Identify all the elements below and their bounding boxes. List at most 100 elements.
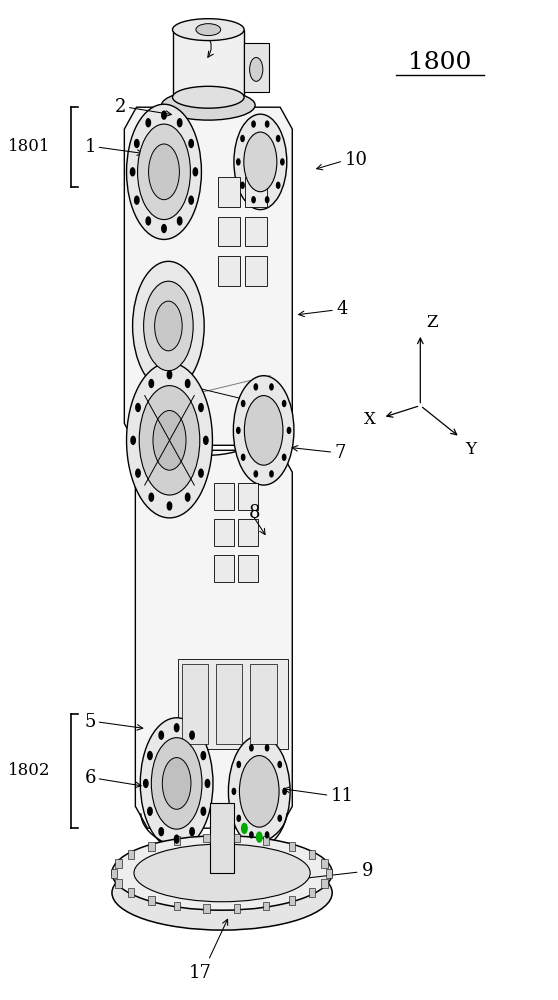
Circle shape — [162, 758, 191, 809]
Bar — [309, 850, 315, 859]
Circle shape — [177, 119, 182, 127]
Circle shape — [201, 807, 205, 815]
Circle shape — [241, 182, 244, 188]
Circle shape — [244, 396, 283, 465]
Bar — [210, 803, 234, 873]
Text: 9: 9 — [362, 862, 373, 880]
Bar — [288, 896, 295, 905]
Circle shape — [185, 380, 190, 387]
Circle shape — [138, 124, 190, 220]
Circle shape — [270, 471, 273, 477]
Bar — [178, 659, 288, 749]
Circle shape — [266, 745, 269, 751]
Circle shape — [127, 104, 201, 239]
Bar — [244, 177, 267, 207]
Circle shape — [189, 196, 194, 204]
Circle shape — [167, 371, 172, 379]
Circle shape — [204, 436, 208, 444]
Bar — [218, 217, 240, 246]
Bar — [233, 834, 240, 842]
Circle shape — [277, 182, 280, 188]
Circle shape — [278, 815, 281, 821]
Bar — [233, 904, 240, 913]
Bar — [172, 30, 244, 97]
Circle shape — [148, 807, 152, 815]
Bar — [174, 902, 180, 910]
Circle shape — [249, 57, 263, 81]
Circle shape — [237, 159, 240, 165]
Circle shape — [254, 384, 257, 390]
Ellipse shape — [196, 24, 221, 36]
Bar — [115, 879, 122, 888]
Circle shape — [159, 731, 163, 739]
Circle shape — [134, 196, 139, 204]
Ellipse shape — [112, 856, 332, 930]
Circle shape — [185, 493, 190, 501]
Circle shape — [239, 756, 279, 827]
Bar — [288, 842, 295, 851]
Bar — [263, 836, 270, 845]
Circle shape — [131, 436, 136, 444]
Circle shape — [283, 788, 286, 794]
Circle shape — [242, 454, 245, 460]
Bar — [216, 664, 242, 744]
Bar — [244, 43, 269, 92]
Text: 1800: 1800 — [408, 51, 472, 74]
Circle shape — [136, 404, 140, 411]
Bar — [128, 888, 134, 897]
Circle shape — [266, 197, 269, 203]
Ellipse shape — [161, 90, 255, 120]
Bar — [115, 859, 122, 868]
Circle shape — [282, 454, 286, 460]
Text: 1802: 1802 — [8, 762, 51, 779]
Circle shape — [228, 736, 290, 847]
Ellipse shape — [172, 86, 244, 108]
Bar — [203, 834, 210, 842]
Circle shape — [281, 159, 284, 165]
Text: 2: 2 — [115, 98, 126, 116]
Circle shape — [237, 815, 240, 821]
Circle shape — [233, 376, 294, 485]
Circle shape — [199, 469, 203, 477]
Text: 8: 8 — [248, 504, 260, 522]
Text: 6: 6 — [84, 769, 96, 787]
Bar — [326, 869, 332, 878]
Circle shape — [242, 401, 245, 406]
Circle shape — [146, 217, 151, 225]
Circle shape — [270, 384, 273, 390]
Circle shape — [287, 427, 291, 433]
Bar — [174, 836, 180, 845]
Text: 11: 11 — [331, 787, 354, 805]
Circle shape — [266, 121, 269, 127]
Circle shape — [146, 119, 151, 127]
Circle shape — [278, 762, 281, 767]
Circle shape — [159, 828, 163, 836]
Text: 1: 1 — [84, 138, 96, 156]
Text: 17: 17 — [189, 964, 211, 982]
Circle shape — [148, 752, 152, 760]
Circle shape — [199, 404, 203, 411]
Circle shape — [190, 731, 194, 739]
Circle shape — [149, 380, 153, 387]
Circle shape — [201, 752, 205, 760]
Circle shape — [127, 363, 213, 518]
Bar — [218, 256, 240, 286]
Bar — [238, 483, 258, 510]
Circle shape — [131, 168, 135, 176]
Circle shape — [242, 823, 247, 833]
Polygon shape — [136, 450, 292, 828]
Bar — [148, 896, 155, 905]
Circle shape — [155, 301, 182, 351]
Circle shape — [136, 469, 140, 477]
Text: 4: 4 — [336, 300, 348, 318]
Ellipse shape — [134, 844, 310, 902]
Circle shape — [244, 132, 277, 192]
Circle shape — [277, 136, 280, 141]
Circle shape — [205, 779, 210, 787]
Circle shape — [175, 835, 179, 843]
Circle shape — [153, 410, 186, 470]
Bar — [309, 888, 315, 897]
Ellipse shape — [112, 836, 332, 910]
Bar — [321, 879, 328, 888]
Circle shape — [177, 217, 182, 225]
